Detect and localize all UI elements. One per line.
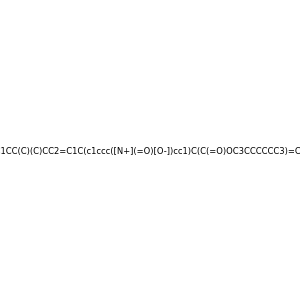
Text: O=C1CC(C)(C)CC2=C1C(c1ccc([N+](=O)[O-])cc1)C(C(=O)OC3CCCCCC3)=C(C)N2: O=C1CC(C)(C)CC2=C1C(c1ccc([N+](=O)[O-])c… [0,147,300,156]
